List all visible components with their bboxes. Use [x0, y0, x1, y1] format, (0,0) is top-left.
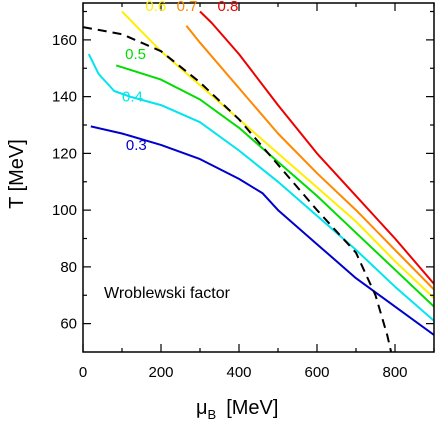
x-tick-label: 600	[304, 364, 329, 381]
ticks-layer: 0 200 400 600 800 60 80 100 120 140 160	[52, 3, 435, 381]
boundary-dashed-curve	[83, 26, 393, 352]
curve-label-0-4: 0.4	[122, 89, 143, 106]
curve-0-4	[87, 53, 434, 322]
wroblewski-annotation: Wroblewski factor	[104, 285, 231, 302]
curve-label-0-8: 0.8	[218, 0, 239, 15]
plot-frame	[82, 2, 435, 353]
curve-0-7	[185, 25, 434, 291]
curve-0-5	[115, 64, 434, 308]
y-tick-label: 60	[60, 316, 77, 333]
curve-label-0-5: 0.5	[125, 46, 146, 63]
x-tick-label: 400	[226, 364, 251, 381]
x-axis-title-symbol: μ	[196, 397, 208, 419]
y-tick-label: 140	[52, 89, 77, 106]
x-axis-title-unit: [MeV]	[226, 397, 278, 419]
curve-0-6	[121, 10, 434, 299]
curve-0-8	[199, 10, 434, 285]
y-axis-title: T [MeV]	[6, 139, 28, 209]
y-tick-label: 120	[52, 145, 77, 162]
y-tick-label: 80	[60, 259, 77, 276]
curves-layer	[83, 10, 434, 352]
curve-0-3	[90, 125, 434, 336]
y-tick-label: 160	[52, 32, 77, 49]
y-tick-label: 100	[52, 202, 77, 219]
x-axis-title-subscript: B	[208, 407, 217, 422]
x-axis-title: μB [MeV]	[196, 397, 278, 422]
x-tick-label: 0	[79, 364, 87, 381]
curve-labels-layer: 0.3 0.4 0.5 0.6 0.7 0.8	[122, 0, 238, 154]
curve-label-0-7: 0.7	[177, 0, 198, 15]
curve-label-0-3: 0.3	[126, 137, 147, 154]
curve-label-0-6: 0.6	[145, 0, 166, 15]
x-tick-label: 800	[382, 364, 407, 381]
x-tick-label: 200	[148, 364, 173, 381]
